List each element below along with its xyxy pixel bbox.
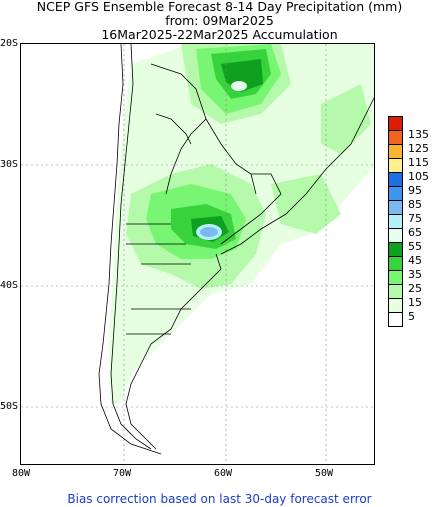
legend-swatch: [388, 144, 403, 159]
chile-argentina-north: [155, 113, 192, 145]
argentina-brazil-border: [220, 173, 282, 245]
legend-label: 45: [408, 254, 422, 267]
lon-label-50w: 50W: [315, 468, 334, 479]
legend-swatch: [388, 158, 403, 173]
lat-lon-grid: [21, 44, 374, 464]
footer-note: Bias correction based on last 30-day for…: [67, 492, 372, 506]
legend-swatch: [388, 130, 403, 145]
precip-55mm-north: [231, 81, 247, 91]
color-legend: [388, 116, 403, 327]
legend-swatch: [388, 214, 403, 229]
legend-swatch: [388, 172, 403, 187]
map-canvas: [21, 44, 374, 464]
lat-label-20s: 20S: [0, 38, 19, 49]
title-line-1: NCEP GFS Ensemble Forecast 8-14 Day Prec…: [36, 0, 403, 14]
uruguay-brazil-coast: [220, 97, 374, 255]
legend-label: 35: [408, 268, 422, 281]
title-line-3: 16Mar2025-22Mar2025 Accumulation: [101, 27, 338, 42]
legend-swatch: [388, 186, 403, 201]
lon-label-60w: 60W: [214, 468, 233, 479]
legend-swatch: [388, 200, 403, 215]
coastline-west: [98, 44, 162, 455]
country-borders: [98, 44, 374, 455]
legend-label: 25: [408, 282, 422, 295]
precip-15mm-east: [271, 174, 341, 234]
lat-label-50s: 50S: [0, 401, 19, 412]
coastline-east-argentina: [125, 253, 222, 450]
legend-label: 125: [408, 142, 429, 155]
legend-swatch: [388, 284, 403, 299]
lat-label-40s: 40S: [0, 280, 19, 291]
lon-label-70w: 70W: [113, 468, 132, 479]
legend-label: 115: [408, 156, 429, 169]
legend-label: 135: [408, 128, 429, 141]
precip-75mm-center: [200, 227, 218, 237]
andes-border: [110, 44, 152, 450]
precip-15mm-coast: [321, 84, 371, 154]
legend-label: 5: [408, 310, 415, 323]
legend-swatch: [388, 256, 403, 271]
legend-label: 95: [408, 184, 422, 197]
legend-swatch: [388, 312, 403, 327]
province-lines: [126, 223, 191, 335]
legend-swatch: [388, 242, 403, 257]
paraguay-argentina-border: [205, 118, 257, 195]
legend-swatch: [388, 116, 403, 131]
precipitation-map: [20, 43, 375, 465]
bolivia-paraguay-border: [150, 63, 207, 195]
legend-swatch: [388, 228, 403, 243]
precip-shading: [109, 44, 374, 404]
legend-swatch: [388, 298, 403, 313]
legend-label: 75: [408, 212, 422, 225]
precip-45mm-north: [221, 59, 263, 92]
legend-label: 15: [408, 296, 422, 309]
legend-swatch: [388, 270, 403, 285]
legend-label: 65: [408, 226, 422, 239]
legend-label: 85: [408, 198, 422, 211]
legend-label: 105: [408, 170, 429, 183]
lat-label-30s: 30S: [0, 159, 19, 170]
lon-label-80w: 80W: [12, 468, 31, 479]
legend-label: 55: [408, 240, 422, 253]
title-line-2: from: 09Mar2025: [165, 13, 274, 28]
